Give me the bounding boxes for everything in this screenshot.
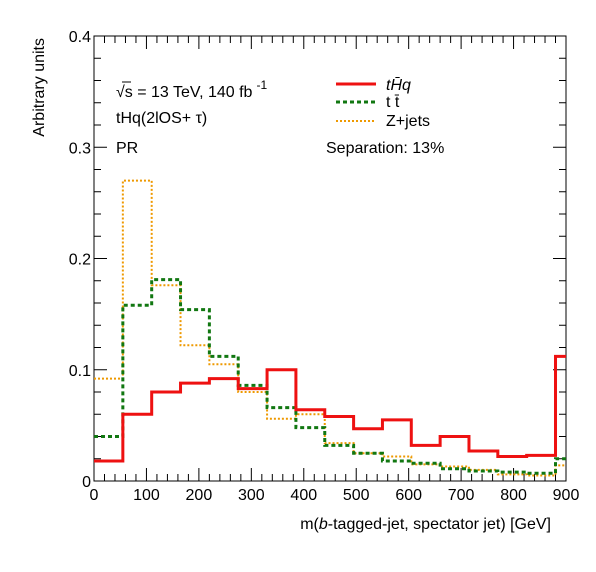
separation-label: Separation: 13% [326, 140, 444, 157]
series-line-zjets [94, 181, 566, 476]
y-tick-label: 0 [82, 474, 91, 491]
y-tick-label: 0.1 [69, 363, 91, 380]
energy-label-main: √s = 13 TeV, 140 fb [116, 84, 253, 101]
y-tick-label: 0.2 [69, 252, 91, 269]
legend-label-zjets: Z+jets [386, 113, 430, 130]
energy-label: √s = 13 TeV, 140 fb -1 [116, 78, 267, 101]
channel-label: tHq(2lOS+ τ) [116, 110, 207, 127]
legend-label-thq: tH̄q [386, 77, 411, 94]
y-tick-label: 0.4 [69, 29, 91, 46]
x-axis-title: m(b-tagged-jet, spectator jet) [GeV] [300, 516, 551, 533]
x-axis-title-part: -tagged-jet, spectator jet) [GeV] [328, 516, 551, 533]
x-tick-label: 600 [395, 487, 422, 504]
x-tick-label: 300 [238, 487, 265, 504]
region-label: PR [116, 140, 138, 157]
x-tick-label: 100 [133, 487, 160, 504]
energy-label-exponent: -1 [256, 78, 267, 92]
y-axis-title: Arbitrary units [31, 38, 48, 137]
series-line-thq [94, 356, 566, 461]
x-tick-label: 400 [290, 487, 317, 504]
x-tick-label: 500 [343, 487, 370, 504]
x-axis: 0 100 200 300 400 500 600 700 800 900 [90, 36, 580, 504]
y-tick-label: 0.3 [69, 140, 91, 157]
series-layer [94, 181, 566, 476]
x-axis-title-italic: b [319, 516, 328, 533]
series-line-tt [94, 280, 566, 474]
legend-label-ttbar: t t̄ [386, 94, 400, 111]
x-tick-label: 800 [500, 487, 527, 504]
x-axis-title-part: m( [300, 516, 319, 533]
plot-frame [94, 36, 566, 481]
x-tick-label: 700 [448, 487, 475, 504]
x-tick-label: 900 [553, 487, 580, 504]
x-tick-label: 200 [186, 487, 213, 504]
legend: tH̄q t t̄ Z+jets [336, 77, 430, 130]
